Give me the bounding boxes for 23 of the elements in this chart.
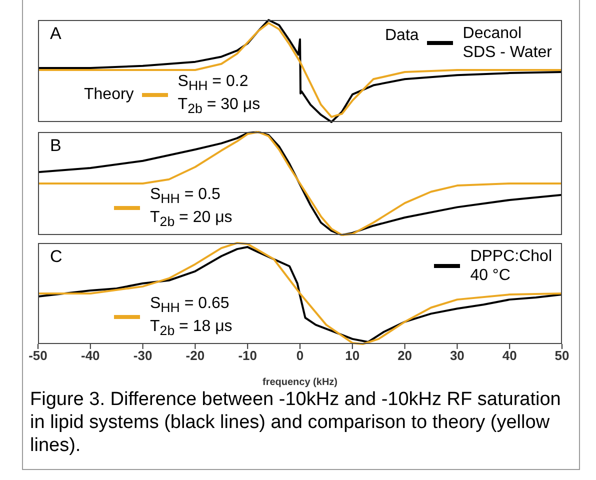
- text: S$_{HH}$ = 0.65 T$_{2b}$ = 18 μs: [150, 294, 232, 338]
- x-tick-label: -50: [28, 348, 48, 364]
- annotation: Theory: [84, 85, 134, 104]
- annotation: C: [50, 247, 62, 267]
- x-tick-label: 0: [296, 348, 304, 364]
- annotation: A: [50, 24, 62, 44]
- caption: Figure 3. Difference between -10kHz and -10kHz RF saturation in lipid systems (black lines) and comparison to theory (yellow lines).: [30, 388, 562, 457]
- x-tick-label: -40: [81, 348, 100, 364]
- legend-label: Decanol SDS - Water: [462, 24, 552, 62]
- annotation: B: [50, 136, 62, 156]
- x-tick-label: -30: [133, 348, 152, 364]
- x-tick-label: -10: [238, 348, 257, 364]
- text: S$_{HH}$ = 0.5 T$_{2b}$ = 20 μs: [150, 186, 232, 229]
- x-tick-label: -20: [186, 348, 205, 364]
- text: S$_{HH}$ = 0.2 T$_{2b}$ = 30 μs: [178, 72, 260, 116]
- annotation: Data: [385, 26, 419, 44]
- x-axis-title: frequency (kHz): [262, 377, 338, 388]
- legend-label: DPPC:Chol 40 °C: [470, 247, 552, 285]
- x-tick-label: 40: [502, 348, 517, 364]
- x-tick-label: 50: [554, 348, 570, 364]
- x-tick-label: 20: [398, 348, 412, 364]
- x-tick-label: 10: [345, 348, 360, 364]
- x-tick-label: 30: [450, 348, 464, 364]
